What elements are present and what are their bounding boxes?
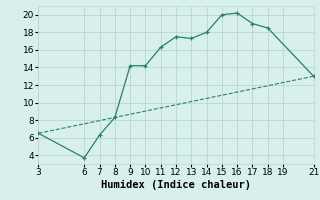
X-axis label: Humidex (Indice chaleur): Humidex (Indice chaleur) xyxy=(101,180,251,190)
